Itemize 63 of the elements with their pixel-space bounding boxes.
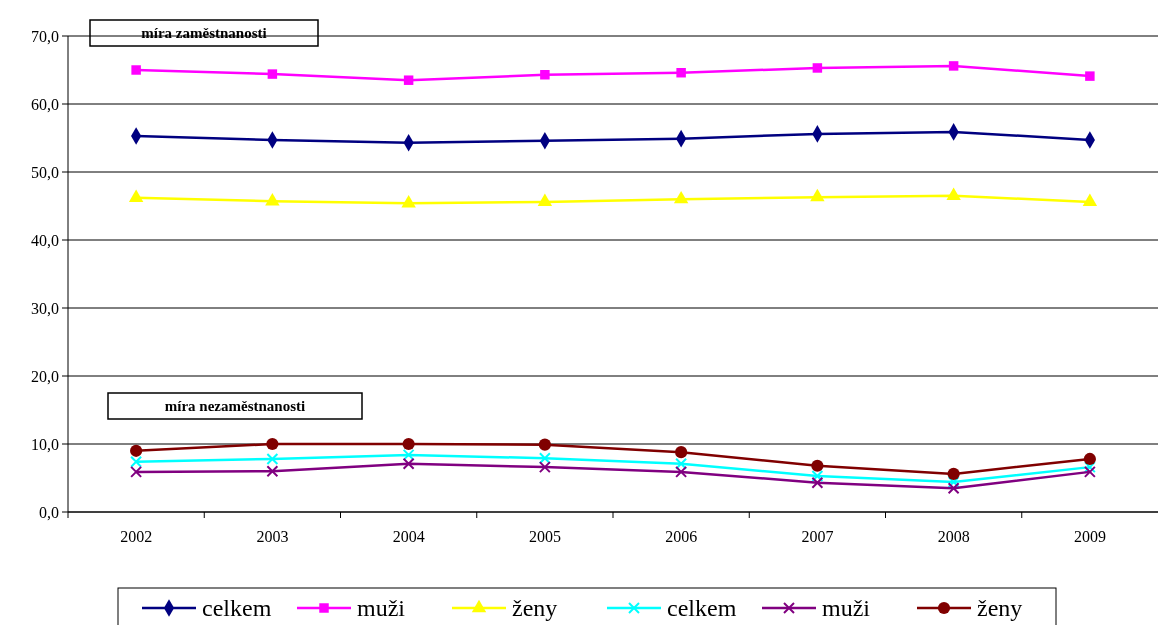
point [130, 455, 143, 468]
legend-label: celkem [202, 595, 272, 622]
y-tick-label: 60,0 [31, 95, 59, 113]
point [266, 465, 279, 478]
x-tick-label: 2007 [801, 528, 834, 545]
y-tick-label: 70,0 [31, 27, 59, 45]
legend-label: celkem [667, 595, 737, 622]
legend-label: muži [822, 595, 871, 622]
point [948, 61, 959, 71]
y-tick-label: 20,0 [31, 367, 59, 385]
point [265, 192, 280, 206]
legend-label: muži [357, 595, 406, 622]
point [947, 467, 960, 481]
legend-label: ženy [977, 595, 1023, 622]
x-tick-label: 2006 [665, 528, 698, 545]
point [676, 67, 686, 78]
point [675, 465, 688, 478]
legend-label: ženy [512, 595, 558, 622]
point [538, 452, 551, 465]
point [811, 469, 824, 482]
point [673, 190, 689, 204]
point [1082, 193, 1098, 207]
point [810, 188, 825, 202]
x-tick-label: 2004 [392, 528, 425, 545]
point [538, 438, 551, 451]
y-tick-label: 30,0 [31, 299, 59, 317]
annotation: míra nezaměstnanosti [164, 398, 306, 415]
point [128, 189, 144, 202]
point [947, 482, 960, 495]
point [540, 70, 550, 80]
point [401, 194, 416, 208]
x-tick-label: 2009 [1073, 528, 1106, 545]
point [403, 75, 414, 85]
y-tick-label: 10,0 [31, 435, 59, 453]
y-tick-label: 50,0 [31, 163, 59, 181]
point [1085, 71, 1095, 81]
point [1083, 452, 1096, 466]
point [812, 63, 823, 73]
point [811, 459, 824, 472]
x-tick-label: 2005 [528, 528, 561, 545]
x-tick-label: 2002 [120, 528, 153, 545]
point [402, 437, 415, 451]
point [402, 448, 415, 461]
y-tick-label: 40,0 [31, 231, 59, 249]
y-tick-label: 0,0 [39, 503, 59, 521]
point [1083, 461, 1096, 474]
point [538, 461, 551, 474]
point [946, 187, 961, 200]
point [266, 437, 279, 451]
x-tick-label: 2008 [937, 528, 970, 545]
point [130, 444, 143, 457]
x-tick-label: 2003 [256, 528, 289, 545]
point [131, 65, 141, 75]
point [537, 193, 553, 207]
point [266, 452, 279, 465]
point [675, 446, 688, 459]
point [267, 69, 278, 79]
point [1083, 465, 1096, 478]
point [130, 465, 143, 478]
point [402, 457, 415, 470]
point [675, 457, 688, 470]
annotation: míra zaměstnanosti [141, 25, 267, 42]
point [811, 476, 824, 489]
